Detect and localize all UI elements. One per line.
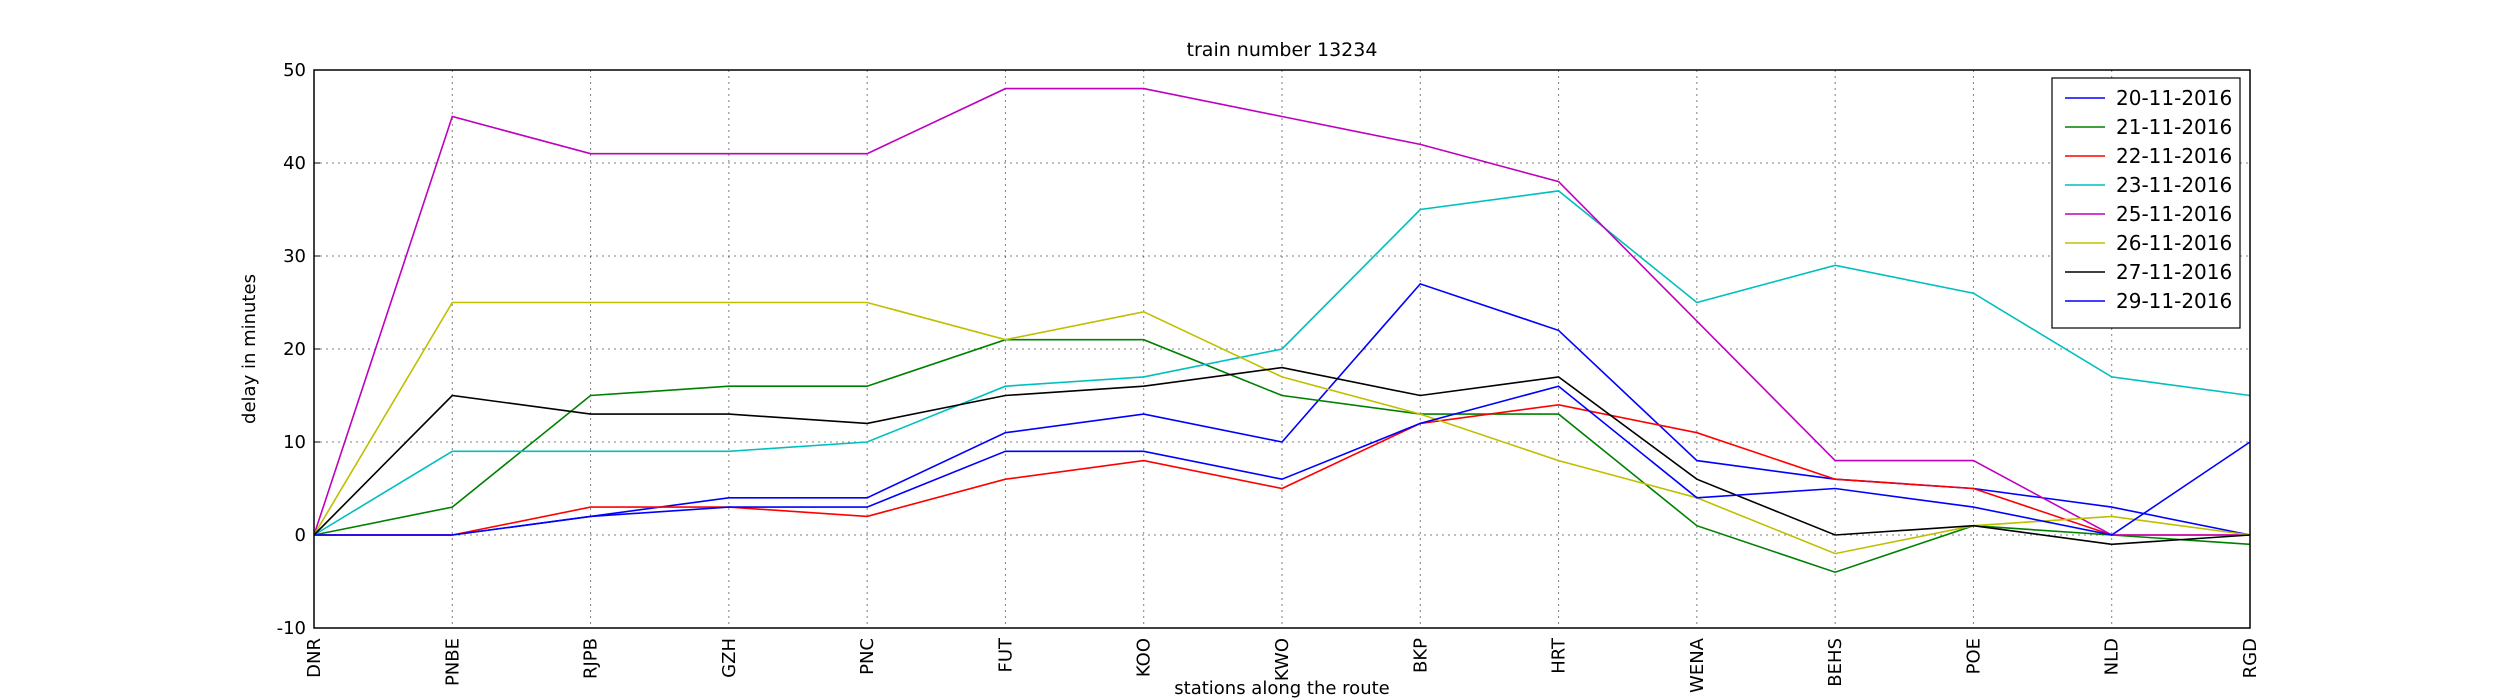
- x-tick-label: HRT: [1549, 637, 1570, 674]
- legend-label: 21-11-2016: [2116, 115, 2232, 139]
- series-line: [313, 190, 2251, 536]
- x-tick-label: RJPB: [581, 638, 602, 679]
- y-tick-label: 30: [283, 246, 306, 267]
- y-tick-label: 10: [283, 432, 306, 453]
- x-tick-label: NLD: [2102, 638, 2123, 675]
- series-line: [313, 301, 2251, 555]
- plot-frame: [313, 69, 2251, 629]
- series-line: [314, 403, 2250, 536]
- y-tick-label: -10: [277, 618, 306, 639]
- series-line: [314, 385, 2251, 536]
- series-line: [313, 87, 2250, 536]
- x-tick-label: PNC: [857, 638, 878, 675]
- x-tick-label: RGD: [2240, 638, 2261, 678]
- y-tick-label: 40: [283, 153, 306, 174]
- series-line: [313, 338, 2251, 574]
- x-tick-label: DNR: [304, 638, 325, 678]
- legend-label: 26-11-2016: [2116, 231, 2232, 255]
- legend-label: 23-11-2016: [2116, 173, 2232, 197]
- chart-title: train number 13234: [1187, 39, 1378, 61]
- y-tick-label: 0: [295, 525, 306, 546]
- x-tick-label: GZH: [719, 638, 740, 678]
- legend-label: 22-11-2016: [2116, 144, 2232, 168]
- x-tick-label: KOO: [1134, 638, 1155, 677]
- series-line: [313, 366, 2251, 546]
- y-tick-label: 20: [283, 339, 306, 360]
- x-tick-label: WENA: [1687, 637, 1708, 693]
- legend-label: 27-11-2016: [2116, 260, 2232, 284]
- x-tick-label: KWO: [1272, 638, 1293, 681]
- x-axis-label: stations along the route: [1174, 678, 1389, 699]
- legend-label: 20-11-2016: [2116, 86, 2232, 110]
- y-axis-label: delay in minutes: [239, 274, 260, 424]
- x-tick-label: PNBE: [442, 638, 463, 686]
- x-tick-label: BKP: [1410, 638, 1431, 673]
- x-tick-label: POE: [1963, 638, 1984, 674]
- y-tick-label: 50: [283, 60, 306, 81]
- legend-label: 29-11-2016: [2116, 289, 2232, 313]
- legend-label: 25-11-2016: [2116, 202, 2232, 226]
- x-tick-label: FUT: [995, 637, 1016, 673]
- x-tick-label: BEHS: [1825, 638, 1846, 687]
- legend-box: [2051, 77, 2241, 329]
